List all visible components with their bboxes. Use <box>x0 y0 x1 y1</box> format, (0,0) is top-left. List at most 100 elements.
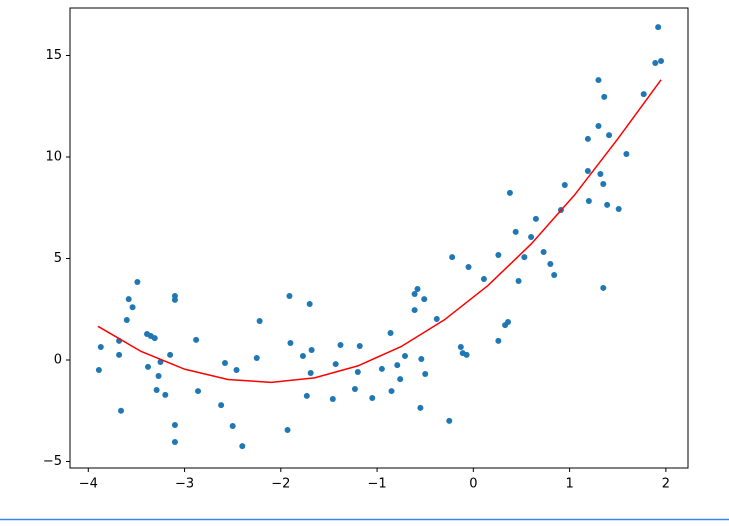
scatter-point <box>256 318 263 325</box>
scatter-point <box>287 339 294 346</box>
scatter-point <box>332 361 339 368</box>
x-tick-label: −2 <box>271 477 290 492</box>
scatter-point <box>167 351 174 358</box>
scatter-point <box>449 254 456 261</box>
scatter-point <box>125 296 132 303</box>
x-tick-label: −4 <box>79 477 98 492</box>
scatter-point <box>329 395 336 402</box>
scatter-point <box>95 366 102 373</box>
scatter-point <box>193 336 200 343</box>
scatter-point <box>171 421 178 428</box>
scatter-point <box>411 291 418 298</box>
scatter-point <box>421 296 428 303</box>
scatter-point <box>369 394 376 401</box>
scatter-point <box>640 91 647 98</box>
scatter-point <box>307 369 314 376</box>
scatter-point <box>284 427 291 434</box>
scatter-point <box>144 363 151 370</box>
scatter-point <box>356 342 363 349</box>
scatter-point <box>585 198 592 205</box>
scatter-point <box>171 296 178 303</box>
scatter-point <box>388 388 395 395</box>
scatter-point <box>239 443 246 450</box>
scatter-point <box>465 264 472 271</box>
scatter-point <box>354 368 361 375</box>
scatter-point <box>299 352 306 359</box>
scatter-point <box>540 249 547 256</box>
scatter-point <box>417 404 424 411</box>
scatter-point <box>504 319 511 326</box>
y-tick-label: 5 <box>54 251 62 266</box>
scatter-point <box>457 344 464 351</box>
scatter-point <box>286 293 293 300</box>
scatter-point <box>308 347 315 354</box>
scatter-point <box>512 228 519 235</box>
scatter-point <box>604 201 611 208</box>
scatter-point <box>547 260 554 267</box>
scatter-point <box>463 351 470 358</box>
scatter-point <box>506 189 513 196</box>
scatter-point <box>623 150 630 157</box>
scatter-point <box>303 392 310 399</box>
scatter-point <box>601 93 608 100</box>
scatter-point <box>195 388 202 395</box>
scatter-point <box>118 407 125 414</box>
scatter-point <box>387 330 394 337</box>
scatter-point <box>337 341 344 348</box>
y-tick-label: 10 <box>45 150 62 165</box>
scatter-point <box>515 278 522 285</box>
scatter-point <box>597 171 604 178</box>
scatter-point <box>495 337 502 344</box>
scatter-point <box>595 77 602 84</box>
scatter-point <box>116 351 123 358</box>
fit-line <box>97 79 662 384</box>
scatter-point <box>521 254 528 261</box>
scatter-point <box>551 271 558 278</box>
y-tick-label: 0 <box>54 353 62 368</box>
scatter-point <box>600 181 607 188</box>
scatter-point <box>561 182 568 189</box>
scatter-point <box>615 205 622 212</box>
scatter-point <box>229 422 236 429</box>
scatter-point <box>97 344 104 351</box>
scatter-point <box>253 354 260 361</box>
scatter-point <box>233 366 240 373</box>
scatter-point <box>306 300 313 307</box>
scatter-point <box>414 285 421 292</box>
scatter-point <box>151 335 158 342</box>
scatter-point <box>532 215 539 222</box>
scatter-point <box>134 279 141 286</box>
scatter-point <box>218 402 225 409</box>
scatter-point <box>155 373 162 380</box>
scatter-point <box>351 386 358 393</box>
scatter-point <box>595 122 602 129</box>
scatter-point <box>584 168 591 175</box>
x-tick-label: −3 <box>175 477 194 492</box>
scatter-point <box>655 24 662 31</box>
scatter-point <box>153 387 160 394</box>
scatter-point <box>658 57 665 64</box>
scatter-point <box>600 284 607 291</box>
scatter-point <box>652 60 659 67</box>
x-tick-label: −1 <box>367 477 386 492</box>
scatter-point <box>171 439 178 446</box>
x-tick-label: 0 <box>469 477 477 492</box>
x-tick-label: 2 <box>662 477 670 492</box>
scatter-point <box>162 391 169 398</box>
scatter-point <box>422 371 429 378</box>
scatter-point <box>411 307 418 314</box>
scatter-point <box>480 276 487 283</box>
plot-frame <box>69 7 689 469</box>
scatter-point <box>446 417 453 424</box>
scatter-point <box>221 360 228 367</box>
scatter-point <box>606 132 613 139</box>
y-tick-label: 15 <box>45 48 62 63</box>
scatter-point <box>123 317 130 324</box>
scatter-point <box>584 135 591 142</box>
scatter-point <box>528 233 535 240</box>
scatter-point <box>378 365 385 372</box>
scatter-point <box>433 315 440 322</box>
scatter-point <box>401 352 408 359</box>
